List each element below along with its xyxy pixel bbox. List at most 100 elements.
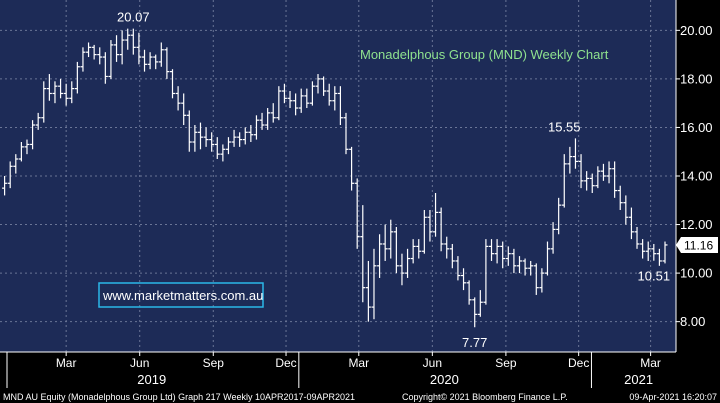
ohlc-bar (147, 52, 153, 70)
x-tick-label: Jun (130, 356, 149, 370)
ohlc-bar (410, 239, 416, 264)
ohlc-bar (544, 241, 550, 276)
plot-area (0, 0, 676, 352)
ohlc-bar (119, 30, 125, 65)
ohlc-bar (472, 297, 478, 328)
ohlc-bar (265, 108, 271, 130)
ohlc-bar (662, 241, 668, 264)
ohlc-bar (337, 86, 343, 126)
ohlc-bar (2, 176, 8, 196)
ohlc-bar (298, 88, 304, 113)
ohlc-bar (533, 263, 539, 295)
ohlc-bar (130, 28, 136, 55)
ohlc-bar (483, 239, 489, 305)
ohlc-bar (584, 171, 590, 191)
ohlc-bar (377, 234, 383, 278)
ohlc-bar (332, 86, 338, 111)
ohlc-bar (567, 146, 573, 174)
ohlc-bar (203, 127, 209, 147)
ohlc-bar (304, 88, 310, 109)
ohlc-bar (349, 146, 355, 191)
ohlc-bar (589, 173, 595, 193)
ohlc-bar (181, 93, 187, 126)
x-tick-label: Mar (640, 356, 661, 370)
axes: 8.00 10.00 12.00 14.00 16.00 18.00 20.00 Mar Jun… (0, 0, 713, 388)
ohlc-bar (399, 253, 405, 286)
ohlc-bar (169, 69, 175, 99)
ohlc-bar (656, 248, 662, 266)
ohlc-bar (35, 112, 41, 130)
ohlc-bar (645, 241, 651, 261)
ohlc-bar (30, 120, 36, 150)
ohlc-bar (86, 42, 92, 58)
ohlc-bar (455, 256, 461, 281)
year-label: 2019 (137, 372, 166, 387)
x-tick-label: Mar (56, 356, 77, 370)
y-tick-label: 12.00 (680, 217, 713, 232)
ohlc-bar (617, 185, 623, 210)
ohlc-bar (63, 83, 69, 106)
ohlc-bar (427, 209, 433, 242)
ohlc-bar (634, 226, 640, 249)
y-tick-label: 16.00 (680, 120, 713, 135)
ohlc-bar (69, 81, 75, 104)
ohlc-bar (640, 239, 646, 259)
ohlc-bar (477, 290, 483, 317)
ohlc-bar (433, 192, 439, 237)
last-price-box (676, 236, 718, 253)
ohlc-bar (354, 178, 360, 249)
ohlc-bar (505, 246, 511, 266)
ohlc-bar (214, 137, 220, 160)
year-label: 2020 (430, 372, 459, 387)
ohlc-bar (393, 226, 399, 274)
ohlc-bar (612, 161, 618, 198)
annotation-label: 15.55 (548, 119, 581, 134)
ohlc-bar (125, 28, 131, 50)
ohlc-bar (259, 112, 265, 130)
ohlc-bar (231, 129, 237, 147)
x-tick-label: Sep (495, 356, 517, 370)
ohlc-bar (371, 248, 377, 320)
ohlc-bar (421, 209, 427, 254)
ohlc-bar (97, 47, 103, 65)
footer: MND AU Equity (Monadelphous Group Ltd) G… (3, 392, 717, 402)
ohlc-bar (444, 236, 450, 259)
ohlc-bar (136, 32, 142, 65)
ohlc-bar (539, 268, 545, 293)
ohlc-bar (13, 154, 19, 174)
ohlc-bar (74, 61, 80, 94)
ohlc-bar (494, 239, 500, 264)
ohlc-bar (80, 47, 86, 72)
ohlc-bar (600, 163, 606, 181)
ohlc-bar (623, 195, 629, 225)
price-bars (2, 28, 668, 328)
ohlc-bar (578, 154, 584, 189)
ohlc-bar (175, 86, 181, 111)
ohlc-bar (41, 81, 47, 123)
ohlc-bar (7, 161, 13, 189)
y-tick-label: 8.00 (680, 314, 705, 329)
ohlc-bar (511, 248, 517, 274)
ohlc-bar (242, 127, 248, 145)
ohlc-bar (522, 258, 528, 276)
year-label: 2021 (624, 372, 653, 387)
ohlc-bar (158, 42, 164, 67)
ohlc-bar (225, 137, 231, 155)
ohlc-bar (192, 125, 198, 152)
ohlc-bar (606, 161, 612, 184)
ohlc-bar (197, 122, 203, 150)
x-tick-label: Sep (203, 356, 225, 370)
watermark: www.marketmatters.com.au (98, 282, 264, 308)
ohlc-bar (209, 132, 215, 152)
footer-right: 09-Apr-2021 16:20:07 (629, 392, 717, 402)
ohlc-bar (281, 83, 287, 104)
ohlc-bar (253, 115, 259, 140)
ohlc-bar (153, 54, 159, 70)
ohlc-bar (309, 81, 315, 106)
ohlc-bar (46, 74, 52, 101)
ohlc-bar (416, 239, 422, 259)
ohlc-bar (52, 81, 58, 104)
ohlc-bar (186, 110, 192, 152)
ohlc-bar (91, 44, 97, 60)
